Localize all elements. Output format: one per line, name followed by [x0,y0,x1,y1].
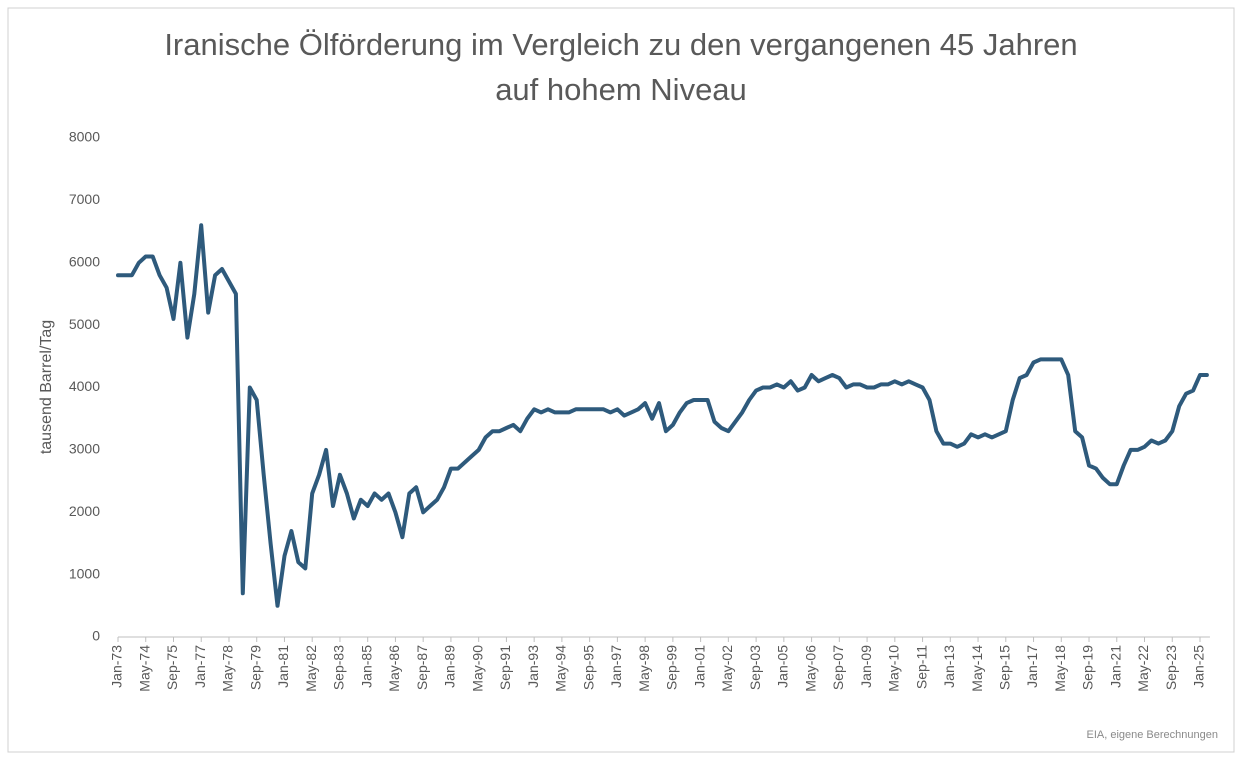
x-tick-label: Sep-91 [497,645,513,690]
x-tick-label: Sep-23 [1163,645,1179,690]
data-line [116,223,1209,608]
chart-title: auf hohem Niveau [495,72,747,107]
x-tick-label: Jan-25 [1191,645,1207,688]
x-tick-label: Sep-11 [913,645,929,689]
x-tick-label: Sep-07 [830,645,846,690]
y-axis-label: tausend Barrel/Tag [38,320,55,454]
x-tick-label: Jan-21 [1107,645,1123,688]
x-tick-label: Jan-81 [275,645,291,688]
y-tick-label: 0 [92,628,100,644]
x-tick-label: Sep-95 [580,645,596,690]
x-tick-label: Sep-83 [331,645,347,690]
x-tick-label: Sep-75 [164,645,180,690]
y-tick-label: 1000 [69,565,100,581]
y-tick-label: 8000 [69,129,100,145]
y-tick-label: 3000 [69,441,100,457]
y-tick-label: 4000 [69,378,100,394]
x-tick-label: May-06 [802,645,818,692]
x-tick-label: Sep-15 [996,645,1012,690]
x-tick-label: Jan-93 [525,645,541,688]
y-tick-label: 5000 [69,316,100,332]
x-tick-label: Jan-05 [775,645,791,688]
x-tick-label: May-10 [886,645,902,692]
x-tick-label: May-94 [553,645,569,692]
x-tick-label: Sep-19 [1080,645,1096,690]
x-tick-label: Jan-89 [442,645,458,688]
x-tick-label: Jan-85 [358,645,374,688]
y-tick-label: 2000 [69,503,100,519]
x-tick-label: May-98 [636,645,652,692]
x-tick-label: May-82 [303,645,319,692]
x-tick-label: Jan-09 [858,645,874,688]
x-tick-label: Jan-77 [192,645,208,688]
x-tick-label: Jan-01 [691,645,707,688]
x-tick-label: Sep-03 [747,645,763,690]
x-tick-label: May-14 [969,645,985,692]
y-tick-label: 6000 [69,253,100,269]
x-tick-label: May-78 [220,645,236,692]
x-tick-label: Jan-73 [109,645,125,688]
chart-title: Iranische Ölförderung im Vergleich zu de… [164,27,1077,62]
x-tick-label: May-74 [136,645,152,692]
x-tick-label: May-90 [469,645,485,692]
x-tick-label: Sep-79 [247,645,263,690]
x-tick-label: May-18 [1052,645,1068,692]
x-tick-label: May-02 [719,645,735,692]
x-tick-label: Jan-17 [1024,645,1040,688]
x-tick-label: May-22 [1135,645,1151,692]
source-note: EIA, eigene Berechnungen [1087,729,1219,741]
x-tick-label: Sep-87 [414,645,430,690]
x-tick-label: Jan-13 [941,645,957,688]
x-tick-label: Sep-99 [664,645,680,690]
y-tick-label: 7000 [69,191,100,207]
chart-frame [7,7,1235,753]
x-tick-label: May-86 [386,645,402,692]
x-tick-label: Jan-97 [608,645,624,688]
